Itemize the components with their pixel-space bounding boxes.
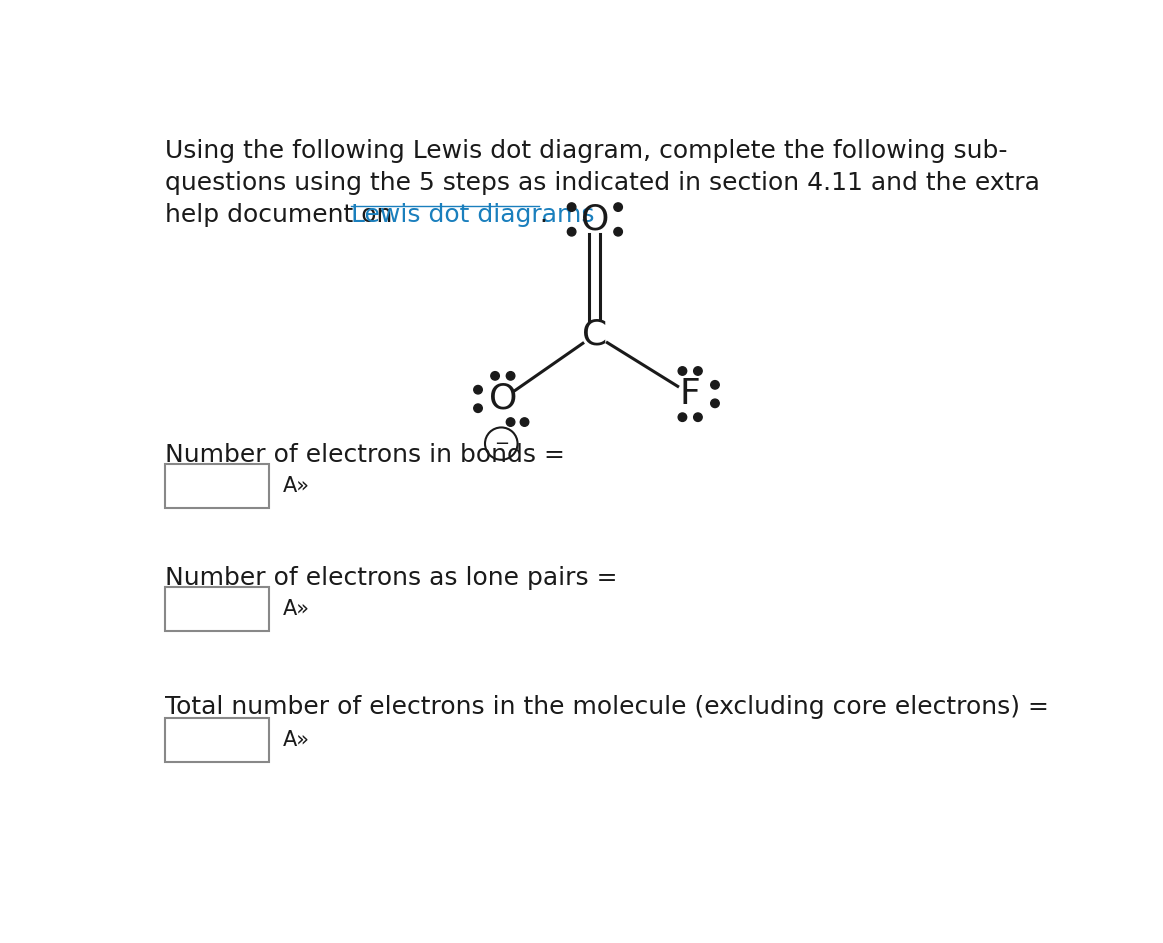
Text: Total number of electrons in the molecule (excluding core electrons) =: Total number of electrons in the molecul… [165, 694, 1049, 719]
Circle shape [693, 367, 702, 375]
Text: .: . [540, 204, 547, 227]
Circle shape [506, 372, 515, 380]
Circle shape [473, 386, 483, 394]
Text: Lewis dot diagrams: Lewis dot diagrams [351, 204, 594, 227]
Circle shape [568, 203, 576, 211]
Text: help document on: help document on [165, 204, 400, 227]
Text: −: − [494, 435, 509, 453]
Circle shape [506, 418, 515, 426]
Circle shape [711, 399, 719, 407]
Text: Number of electrons as lone pairs =: Number of electrons as lone pairs = [165, 566, 618, 590]
Circle shape [693, 413, 702, 422]
Circle shape [614, 203, 622, 211]
Text: A»: A» [284, 730, 311, 750]
Text: Using the following Lewis dot diagram, complete the following sub-: Using the following Lewis dot diagram, c… [165, 139, 1007, 162]
FancyBboxPatch shape [165, 718, 270, 762]
Circle shape [614, 227, 622, 236]
Text: O: O [580, 203, 609, 237]
Text: A»: A» [284, 476, 311, 496]
Text: C: C [583, 318, 607, 352]
Circle shape [711, 381, 719, 389]
Text: questions using the 5 steps as indicated in section 4.11 and the extra: questions using the 5 steps as indicated… [165, 171, 1040, 195]
Text: A»: A» [284, 599, 311, 619]
Text: O: O [488, 382, 518, 416]
Circle shape [678, 367, 686, 375]
Text: F: F [680, 377, 700, 411]
Circle shape [678, 413, 686, 422]
Circle shape [520, 418, 529, 426]
Text: Number of electrons in bonds =: Number of electrons in bonds = [165, 442, 564, 467]
Circle shape [473, 404, 483, 412]
FancyBboxPatch shape [165, 464, 270, 508]
Circle shape [568, 227, 576, 236]
FancyBboxPatch shape [165, 587, 270, 632]
Circle shape [491, 372, 499, 380]
